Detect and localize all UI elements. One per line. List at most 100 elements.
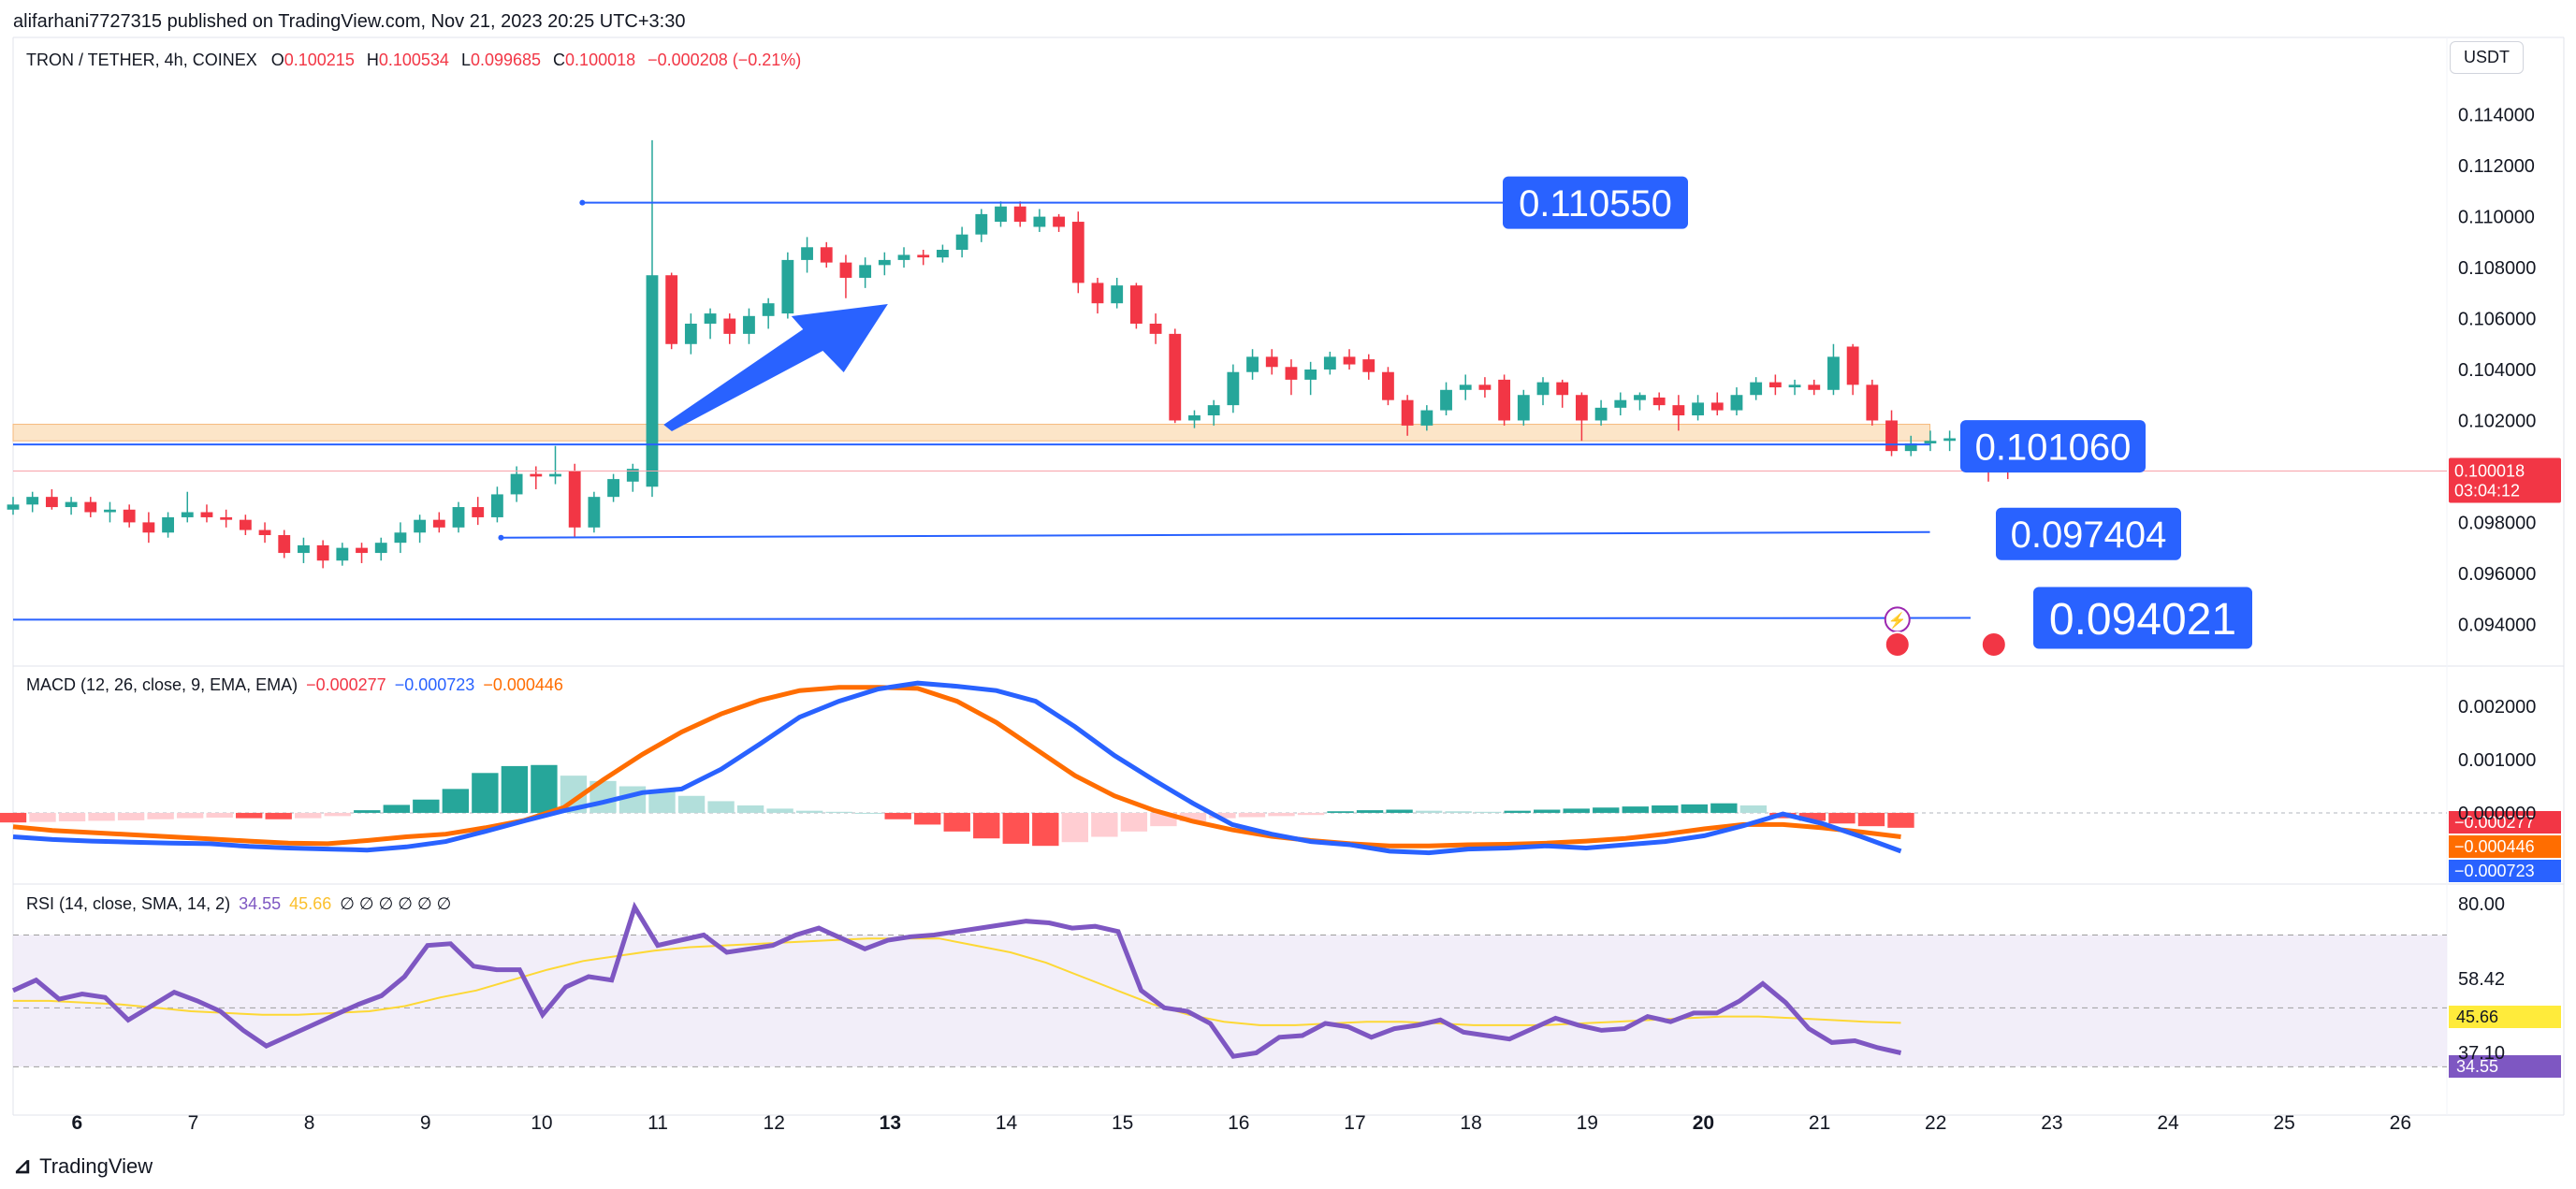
symbol-title[interactable]: TRON / TETHER, 4h, COINEX	[26, 51, 257, 69]
candle-body	[1169, 333, 1182, 421]
candle-body	[1053, 216, 1066, 227]
macd-axis-tick: 0.002000	[2458, 697, 2536, 718]
price-axis-tick: 0.098000	[2458, 513, 2536, 533]
time-axis-tick: 15	[1112, 1112, 1133, 1134]
candle-body	[472, 507, 485, 517]
macd-histogram-bar	[795, 810, 823, 813]
time-axis-tick: 14	[996, 1112, 1018, 1134]
macd-histogram-bar	[1857, 812, 1885, 827]
candle-body	[1265, 356, 1278, 368]
macd-histogram-bar	[413, 799, 440, 813]
macd-histogram-bar	[677, 795, 706, 813]
candle-body	[704, 313, 717, 324]
ohlc-c-label: C	[553, 51, 566, 69]
support-2-label-box	[2033, 587, 2252, 649]
macd-histogram-bar	[206, 812, 233, 819]
candle-body	[1904, 442, 1917, 452]
macd-histogram-bar	[1327, 811, 1354, 813]
candle-body	[743, 315, 755, 334]
candle-body	[394, 532, 407, 544]
candles-layer	[7, 139, 2015, 569]
macd-histogram-bar	[1593, 807, 1620, 813]
candle-body	[1614, 399, 1627, 408]
candle-body	[1556, 382, 1569, 396]
macd-histogram-bar	[825, 811, 852, 813]
candle-body	[549, 473, 561, 477]
macd-pane: −0.000277 −0.000446 −0.000723	[0, 680, 2561, 882]
candle-body	[490, 494, 503, 517]
support-1-label: 0.097404	[2011, 515, 2167, 556]
macd-histogram-bar	[1445, 811, 1472, 813]
candle-body	[123, 509, 136, 523]
candle-body	[1808, 384, 1821, 390]
macd-axis-tick: 0.001000	[2458, 750, 2536, 771]
macd-histogram-bar	[1652, 805, 1679, 813]
us-flag-icon[interactable]	[1980, 631, 2007, 658]
macd-histogram-bar	[1002, 812, 1029, 844]
time-axis-tick: 12	[764, 1112, 785, 1134]
rsi-badge	[2449, 1055, 2561, 1078]
rsi-legend: RSI (14, close, SMA, 14, 2) 34.55 45.66 …	[26, 894, 451, 914]
candle-body	[1750, 382, 1763, 396]
candle-body	[975, 213, 988, 235]
rsi-sma-value: 45.66	[289, 894, 332, 913]
macd-axis-tick: 0.000000	[2458, 804, 2536, 824]
time-axis-tick: 19	[1577, 1112, 1598, 1134]
candle-body	[568, 471, 581, 528]
macd-title[interactable]: MACD (12, 26, close, 9, EMA, EMA)	[26, 675, 298, 694]
macd-histogram-bar	[265, 812, 292, 819]
support-zone-layer	[12, 424, 1931, 442]
rsi-sma-line	[13, 937, 1901, 1026]
candle-body	[937, 250, 949, 258]
candle-body	[1768, 382, 1782, 388]
candle-body	[432, 519, 445, 528]
ohlc-h-value: 0.100534	[378, 51, 449, 69]
candle-body	[1091, 283, 1104, 304]
time-axis-tick: 13	[880, 1112, 901, 1134]
time-axis-tick: 7	[188, 1112, 199, 1134]
price-axis-tick: 0.106000	[2458, 310, 2536, 330]
candle-body	[7, 504, 20, 510]
candle-body	[278, 535, 291, 554]
candle-body	[104, 509, 116, 513]
candle-body	[336, 547, 349, 561]
candle-body	[1634, 395, 1646, 400]
time-axis-tick: 8	[304, 1112, 315, 1134]
candle-body	[839, 262, 852, 278]
resistance-anchor	[579, 199, 586, 206]
price-axis-tick: 0.102000	[2458, 411, 2536, 431]
rsi-title[interactable]: RSI (14, close, SMA, 14, 2)	[26, 894, 231, 913]
support-1-label-box	[1996, 507, 2181, 560]
candle-body	[142, 522, 155, 533]
candle-body	[65, 501, 78, 508]
candle-body	[510, 473, 523, 495]
rsi-line	[11, 901, 1902, 1059]
macd-histogram-bar	[1120, 812, 1148, 832]
rsi-axis-tick: 37.10	[2458, 1043, 2505, 1064]
support-line-1	[501, 530, 1930, 539]
currency-button[interactable]: USDT	[2450, 41, 2524, 74]
macd-histogram-bar	[1238, 812, 1266, 818]
macd-histogram-bar	[1474, 811, 1502, 813]
time-axis-tick: 18	[1460, 1112, 1481, 1134]
candle-body	[1478, 384, 1492, 390]
candle-body	[181, 512, 194, 517]
rsi-sma-badge	[2449, 1006, 2561, 1028]
published-header: alifarhani7727315 published on TradingVi…	[13, 11, 686, 32]
macd-histogram-bar	[1739, 805, 1768, 813]
candle-body	[1885, 420, 1898, 452]
candle-body	[26, 497, 39, 505]
candle-body	[995, 206, 1007, 223]
candle-body	[1111, 285, 1124, 304]
candle-body	[1382, 371, 1394, 400]
last-price-label: 0.100018	[2454, 461, 2525, 480]
time-axis-tick: 9	[420, 1112, 431, 1134]
candle-body	[1285, 367, 1298, 380]
us-flag-icon[interactable]	[1884, 631, 1911, 658]
candle-body	[1362, 359, 1375, 372]
price-axis-tick: 0.096000	[2458, 564, 2536, 585]
candle-body	[1692, 402, 1704, 416]
ohlc-o-label: O	[270, 51, 284, 69]
ohlc-l-label: L	[460, 51, 471, 69]
